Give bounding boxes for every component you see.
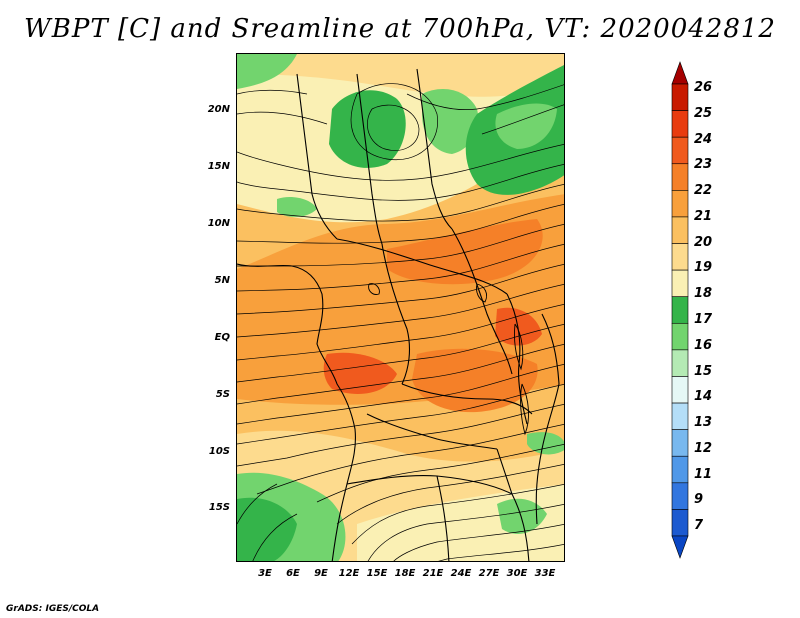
colorbar-segment: [671, 110, 689, 138]
colorbar-label-16: 16: [694, 338, 713, 353]
colorbar-segment: [671, 402, 689, 430]
colorbar-segment: [671, 243, 689, 271]
colorbar-label-13: 13: [694, 415, 713, 430]
lat-label-15n: 15N: [207, 161, 230, 172]
wbpt-hot-east: [412, 348, 538, 413]
lon-label-24e: 24E: [450, 568, 472, 579]
chart-title: WBPT [C] and Sreamline at 700hPa, VT: 20…: [24, 14, 776, 44]
lat-label-5n: 5N: [214, 275, 230, 286]
colorbar-label-22: 22: [694, 183, 713, 198]
lon-label-27e: 27E: [478, 568, 500, 579]
colorbar-segment: [671, 322, 689, 351]
country-borders: [237, 68, 533, 561]
colorbar-label-21: 21: [694, 209, 713, 224]
map-plot-area: [236, 53, 565, 562]
lat-label-20n: 20N: [207, 104, 230, 115]
footer-credit: GrADS: IGES/COLA: [6, 604, 100, 614]
lon-label-12e: 12E: [338, 568, 360, 579]
green-north-east-inner: [495, 103, 557, 149]
lon-label-18e: 18E: [394, 568, 416, 579]
colorbar-segment: [671, 296, 689, 324]
lon-label-9e: 9E: [314, 568, 328, 579]
colorbar-label-18: 18: [694, 286, 713, 301]
colorbar-segment: [671, 455, 689, 484]
colorbar-segment: [671, 216, 689, 244]
green-north-corner: [237, 54, 297, 89]
lon-label-33e: 33E: [534, 568, 556, 579]
colorbar-segment: [671, 163, 689, 191]
colorbar-bottom-arrow: [671, 535, 689, 559]
colorbar-segment: [671, 482, 689, 510]
wbpt-hot-center: [323, 352, 397, 394]
lat-label-10s: 10S: [208, 446, 230, 457]
colorbar-segment: [671, 376, 689, 404]
lakes: [368, 283, 529, 436]
colorbar-label-17: 17: [694, 312, 713, 327]
colorbar-segment: [671, 190, 689, 218]
lon-label-15e: 15E: [366, 568, 388, 579]
colorbar: [671, 61, 689, 559]
colorbar-label-12: 12: [694, 441, 713, 456]
colorbar-top-arrow: [671, 61, 689, 85]
colorbar-label-25: 25: [694, 106, 713, 121]
lat-label-5s: 5S: [215, 389, 230, 400]
lat-label-eq: EQ: [214, 332, 230, 343]
green-south-east: [497, 498, 547, 534]
green-south-west-core: [237, 497, 297, 561]
colorbar-label-15: 15: [694, 364, 713, 379]
colorbar-label-11: 11: [694, 467, 713, 482]
lat-label-10n: 10N: [207, 218, 230, 229]
green-patch-small: [277, 197, 317, 217]
colorbar-label-14: 14: [694, 389, 713, 404]
colorbar-segment: [671, 136, 689, 165]
colorbar-segment: [671, 269, 689, 298]
colorbar-label-7: 7: [694, 518, 704, 533]
colorbar-label-20: 20: [694, 235, 713, 250]
lat-label-15s: 15S: [208, 502, 230, 513]
wbpt-hot-north: [387, 219, 543, 285]
colorbar-label-9: 9: [694, 492, 704, 507]
colorbar-label-24: 24: [694, 132, 713, 147]
streamlines: [237, 83, 564, 561]
colorbar-segment: [671, 429, 689, 457]
colorbar-segment: [671, 509, 689, 537]
map-canvas: [237, 54, 564, 561]
wbpt-north-edge: [237, 54, 564, 97]
lon-label-30e: 30E: [506, 568, 528, 579]
lon-label-21e: 21E: [422, 568, 444, 579]
colorbar-segment: [671, 83, 689, 111]
colorbar-label-19: 19: [694, 260, 713, 275]
lon-label-6e: 6E: [286, 568, 300, 579]
colorbar-segment: [671, 349, 689, 377]
east-coastline: [535, 313, 560, 525]
colorbar-label-23: 23: [694, 157, 713, 172]
green-east-small: [527, 432, 564, 455]
colorbar-label-26: 26: [694, 80, 713, 95]
lon-label-3e: 3E: [258, 568, 272, 579]
green-north-west: [329, 90, 406, 168]
